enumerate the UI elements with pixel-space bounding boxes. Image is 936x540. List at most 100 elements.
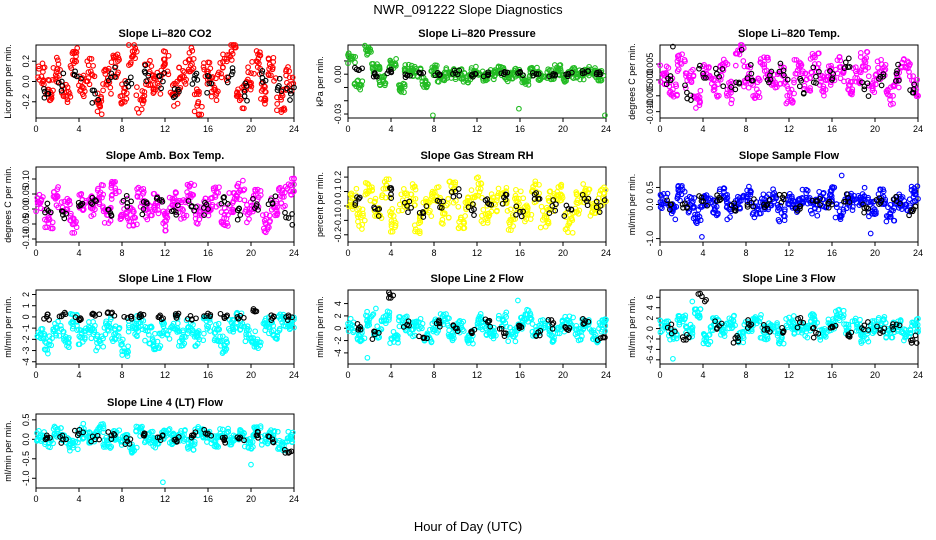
- data-point: [695, 207, 702, 213]
- data-point: [259, 212, 266, 218]
- data-point: [241, 93, 248, 100]
- data-point: [203, 201, 210, 208]
- data-point: [60, 328, 66, 335]
- data-point: [76, 333, 83, 340]
- data-point: [262, 220, 269, 226]
- data-point: [570, 75, 577, 81]
- data-point: [679, 182, 685, 189]
- data-point: [76, 341, 83, 348]
- data-point: [73, 224, 80, 231]
- data-point: [587, 213, 594, 219]
- data-point: [452, 76, 459, 83]
- data-point: [865, 194, 871, 201]
- data-point: [82, 334, 88, 341]
- data-point: [744, 201, 751, 208]
- data-point: [710, 87, 717, 94]
- data-point: [697, 87, 704, 94]
- x-tick-label: 24: [913, 124, 923, 134]
- data-point: [734, 196, 741, 203]
- data-point: [259, 79, 266, 85]
- data-point: [579, 191, 586, 198]
- data-point: [430, 112, 436, 119]
- data-point: [691, 195, 698, 201]
- data-point: [750, 203, 756, 210]
- data-point: [416, 215, 423, 222]
- data-point: [108, 213, 115, 219]
- panel-title: Slope Li–820 Pressure: [418, 28, 535, 40]
- data-point: [890, 217, 897, 224]
- data-point: [668, 91, 674, 98]
- data-point: [262, 77, 269, 84]
- data-point: [61, 198, 68, 205]
- data-point: [223, 215, 230, 222]
- data-point: [864, 80, 871, 87]
- data-point: [504, 69, 511, 76]
- data-point: [209, 195, 215, 202]
- y-tick-label: -0.005: [645, 83, 655, 109]
- data-point: [366, 184, 373, 191]
- data-point: [375, 213, 382, 219]
- x-tick-label: 4: [76, 370, 81, 380]
- points-group: [35, 42, 297, 118]
- data-point: [551, 62, 558, 68]
- data-point: [801, 82, 808, 89]
- data-point: [355, 84, 362, 91]
- data-point: [693, 105, 699, 111]
- data-point: [773, 194, 780, 201]
- data-point: [408, 204, 414, 211]
- data-point: [58, 199, 65, 205]
- data-point: [836, 54, 843, 61]
- data-point: [559, 71, 566, 78]
- data-point: [533, 190, 539, 196]
- data-point: [828, 193, 835, 199]
- data-point: [865, 319, 871, 325]
- data-point: [274, 107, 280, 114]
- points-group: [346, 174, 609, 237]
- data-point: [538, 203, 545, 210]
- x-tick-label: 4: [700, 248, 705, 258]
- data-point: [251, 70, 257, 77]
- data-point: [373, 305, 379, 312]
- x-tick-label: 8: [431, 370, 436, 380]
- data-point: [134, 84, 140, 90]
- y-axis-label: ml/min per min.: [315, 296, 325, 358]
- data-point: [261, 228, 268, 235]
- data-point: [531, 191, 538, 198]
- data-point: [428, 213, 435, 219]
- data-point: [532, 181, 539, 188]
- data-point: [262, 97, 269, 104]
- data-point: [250, 192, 257, 199]
- data-point: [465, 204, 472, 210]
- data-point: [784, 92, 791, 99]
- x-tick-label: 20: [558, 370, 568, 380]
- data-point: [861, 86, 868, 93]
- data-point: [741, 83, 747, 90]
- data-point: [58, 87, 65, 94]
- data-point: [558, 184, 565, 190]
- data-point: [564, 73, 571, 80]
- data-point: [727, 214, 733, 220]
- data-point: [165, 52, 172, 59]
- data-point: [201, 212, 207, 218]
- data-point: [48, 342, 55, 349]
- points-group: [657, 172, 921, 240]
- data-point: [117, 93, 124, 100]
- data-point: [105, 77, 112, 84]
- y-tick-label: 0: [333, 326, 343, 331]
- data-point: [387, 185, 393, 191]
- data-point: [138, 106, 145, 113]
- data-point: [914, 76, 921, 83]
- data-point: [383, 176, 390, 183]
- data-point: [688, 79, 695, 86]
- data-point: [277, 193, 284, 199]
- data-point: [422, 82, 429, 88]
- panel-title: Slope Sample Flow: [739, 150, 840, 162]
- data-point: [382, 82, 388, 89]
- data-point: [289, 221, 296, 228]
- data-point: [546, 188, 553, 195]
- data-point: [797, 203, 804, 210]
- data-point: [450, 193, 457, 200]
- y-tick-label: 0.2: [21, 55, 31, 68]
- data-point: [287, 97, 293, 103]
